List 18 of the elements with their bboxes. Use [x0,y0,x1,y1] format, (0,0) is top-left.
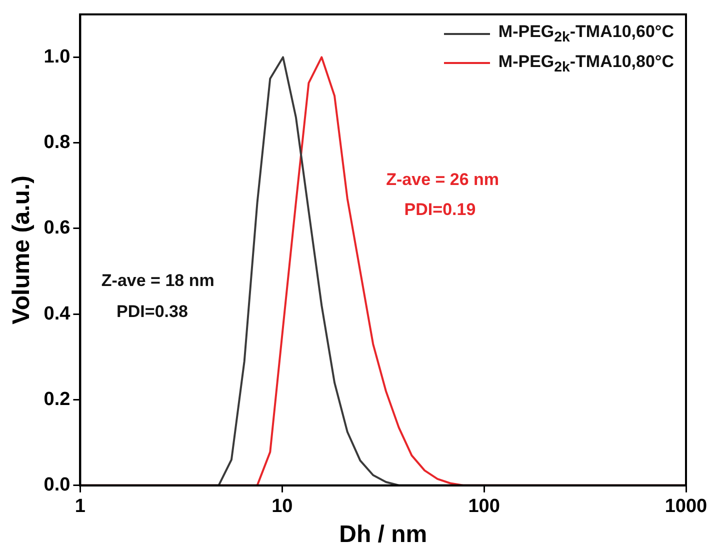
legend-label: M-PEG$_{2k}$-TMA10,80°C [498,52,674,76]
y-axis-title: Volume (a.u.) [8,175,36,324]
x-tick-label: 100 [468,496,500,518]
y-tick-label: 0.2 [44,389,70,410]
y-tick-label: 1.0 [44,46,70,68]
y-tick-label: 0.6 [44,218,70,239]
y-tick-label: 0.0 [44,474,70,496]
legend-label: M-PEG$_{2k}$-TMA10,60°C [498,22,674,46]
annotation: PDI=0.38 [116,302,188,322]
annotation: PDI=0.19 [404,200,476,220]
x-axis-title: Dh / nm [339,521,428,548]
annotation: Z-ave = 26 nm [386,170,500,190]
annotation: Z-ave = 18 nm [101,271,214,292]
y-tick-label: 0.8 [44,132,70,154]
x-tick-label: 1 [74,496,86,518]
x-tick-label: 1000 [664,496,708,518]
x-tick-label: 10 [272,496,293,518]
y-tick-label: 0.4 [44,303,71,324]
